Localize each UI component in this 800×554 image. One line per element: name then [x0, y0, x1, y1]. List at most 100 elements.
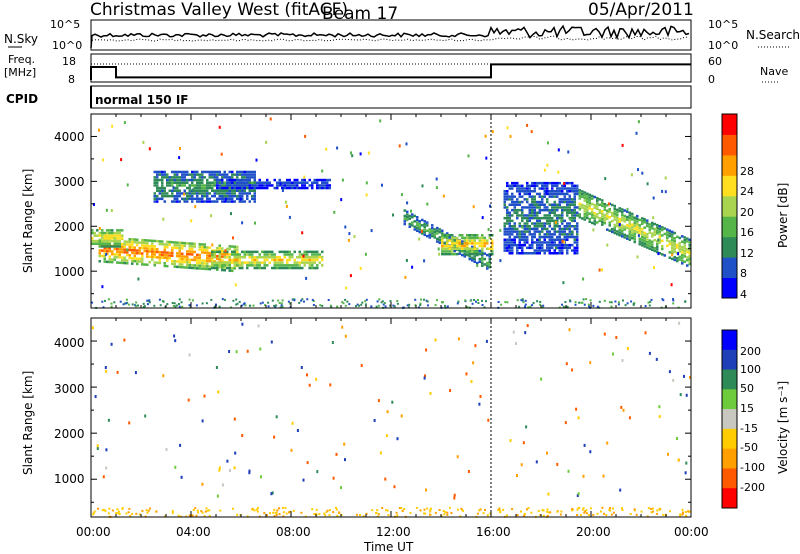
power-cell [263, 266, 266, 270]
power-cell [293, 184, 296, 187]
velocity-speckle [386, 509, 389, 512]
power-cell [161, 189, 164, 192]
power-cell [213, 184, 216, 187]
power-cell [298, 186, 301, 190]
power-cell [238, 181, 241, 184]
velocity-speckle [685, 461, 688, 465]
power-speckle [672, 298, 674, 301]
power-cell [468, 247, 471, 250]
power-cell [598, 216, 601, 220]
power-cell [318, 256, 321, 259]
power-cell [603, 219, 606, 222]
power-cell [183, 241, 186, 245]
power-cell [541, 225, 544, 228]
power-speckle [123, 302, 126, 305]
power-cell [641, 222, 644, 225]
power-cell [466, 239, 469, 242]
power-speckle [224, 249, 227, 253]
power-speckle [487, 228, 490, 231]
power-speckle [555, 246, 557, 250]
power-cell [513, 211, 516, 214]
power-cell [186, 200, 189, 203]
power-cell [506, 230, 509, 233]
velocity-speckle [425, 348, 428, 352]
power-cell [553, 206, 556, 209]
power-cell [553, 190, 556, 193]
power-cell [553, 195, 556, 198]
power-speckle [497, 301, 500, 303]
power-cell [151, 255, 154, 259]
power-cell [228, 253, 231, 256]
velocity-colorbar-label: Velocity [m s⁻¹] [776, 381, 790, 474]
power-cell [278, 178, 281, 182]
power-cell [446, 234, 449, 237]
power-cell [531, 184, 534, 188]
power-cell [528, 225, 531, 228]
power-speckle [527, 306, 530, 309]
power-cell [538, 241, 541, 244]
power-cell [568, 187, 571, 190]
power-cell [648, 239, 651, 242]
power-cell [146, 250, 149, 253]
power-cell [533, 198, 536, 201]
power-cell [531, 214, 534, 217]
power-cell [163, 192, 166, 195]
power-cell [211, 253, 214, 256]
power-cell [113, 237, 116, 240]
power-cell [243, 261, 246, 264]
power-cell [606, 209, 609, 212]
power-cell [481, 236, 484, 240]
power-cell [313, 258, 316, 262]
power-cell [106, 237, 109, 240]
velocity-speckle [602, 474, 605, 478]
power-cell [651, 243, 654, 246]
power-cell [673, 256, 676, 259]
velocity-speckle [164, 515, 167, 518]
power-cell [258, 178, 261, 182]
power-cell [516, 208, 519, 212]
power-cell [631, 218, 634, 221]
velocity-speckle [341, 325, 344, 329]
power-cell [188, 258, 191, 261]
power-cell [601, 215, 604, 218]
power-cell [236, 248, 239, 251]
power-speckle [220, 152, 223, 156]
power-cell [666, 236, 669, 239]
power-cell [108, 260, 111, 264]
power-cell [561, 249, 564, 252]
power-cell [138, 252, 141, 255]
power-cell [236, 189, 239, 192]
velocity-speckle [582, 474, 585, 478]
power-cell [211, 254, 214, 258]
power-cell [516, 249, 519, 252]
power-cell [593, 222, 596, 226]
power-cell [288, 181, 291, 184]
power-speckle [546, 141, 549, 145]
power-cell [228, 247, 231, 251]
velocity-speckle [635, 513, 638, 516]
power-cell [516, 184, 519, 188]
power-cell [671, 230, 674, 234]
power-cell [168, 178, 171, 182]
velocity-speckle [484, 509, 486, 511]
power-cell [403, 214, 406, 218]
power-cell [288, 178, 291, 182]
power-cell [126, 251, 129, 254]
power-cell [628, 230, 631, 233]
power-cell [238, 178, 241, 182]
power-cell [566, 208, 569, 212]
power-cell [488, 265, 491, 269]
power-cell [171, 251, 174, 255]
velocity-speckle [459, 515, 462, 518]
power-cell [296, 184, 299, 187]
power-speckle [557, 170, 560, 174]
power-cell [228, 245, 231, 248]
power-cell [158, 192, 161, 195]
velocity-speckle [344, 458, 346, 462]
power-cell [98, 241, 101, 244]
power-cell [546, 241, 549, 244]
power-cell [556, 225, 559, 228]
power-cell [671, 246, 674, 250]
power-cell [608, 229, 611, 232]
power-cell [173, 173, 176, 176]
